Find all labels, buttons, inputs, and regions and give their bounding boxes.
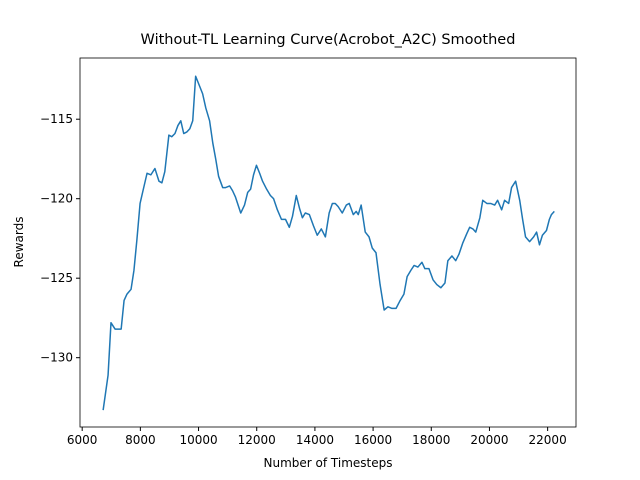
x-tick-label: 18000	[412, 433, 450, 447]
x-tick-label: 20000	[470, 433, 508, 447]
line-series	[102, 75, 555, 411]
x-tick-label: 16000	[354, 433, 392, 447]
x-tick-label: 8000	[125, 433, 156, 447]
x-tick-label: 6000	[67, 433, 98, 447]
y-tick-label: −130	[40, 351, 73, 365]
chart-title: Without-TL Learning Curve(Acrobot_A2C) S…	[141, 32, 516, 48]
x-tick-label: 12000	[238, 433, 276, 447]
x-tick-label: 14000	[296, 433, 334, 447]
x-axis-label: Number of Timesteps	[264, 456, 393, 470]
y-tick-label: −120	[40, 192, 73, 206]
plot-frame	[79, 57, 577, 428]
y-axis-label: Rewards	[12, 217, 26, 268]
x-tick-label: 22000	[529, 433, 567, 447]
y-tick-label: −115	[40, 112, 73, 126]
y-tick-label: −125	[40, 271, 73, 285]
x-tick-label: 10000	[179, 433, 217, 447]
